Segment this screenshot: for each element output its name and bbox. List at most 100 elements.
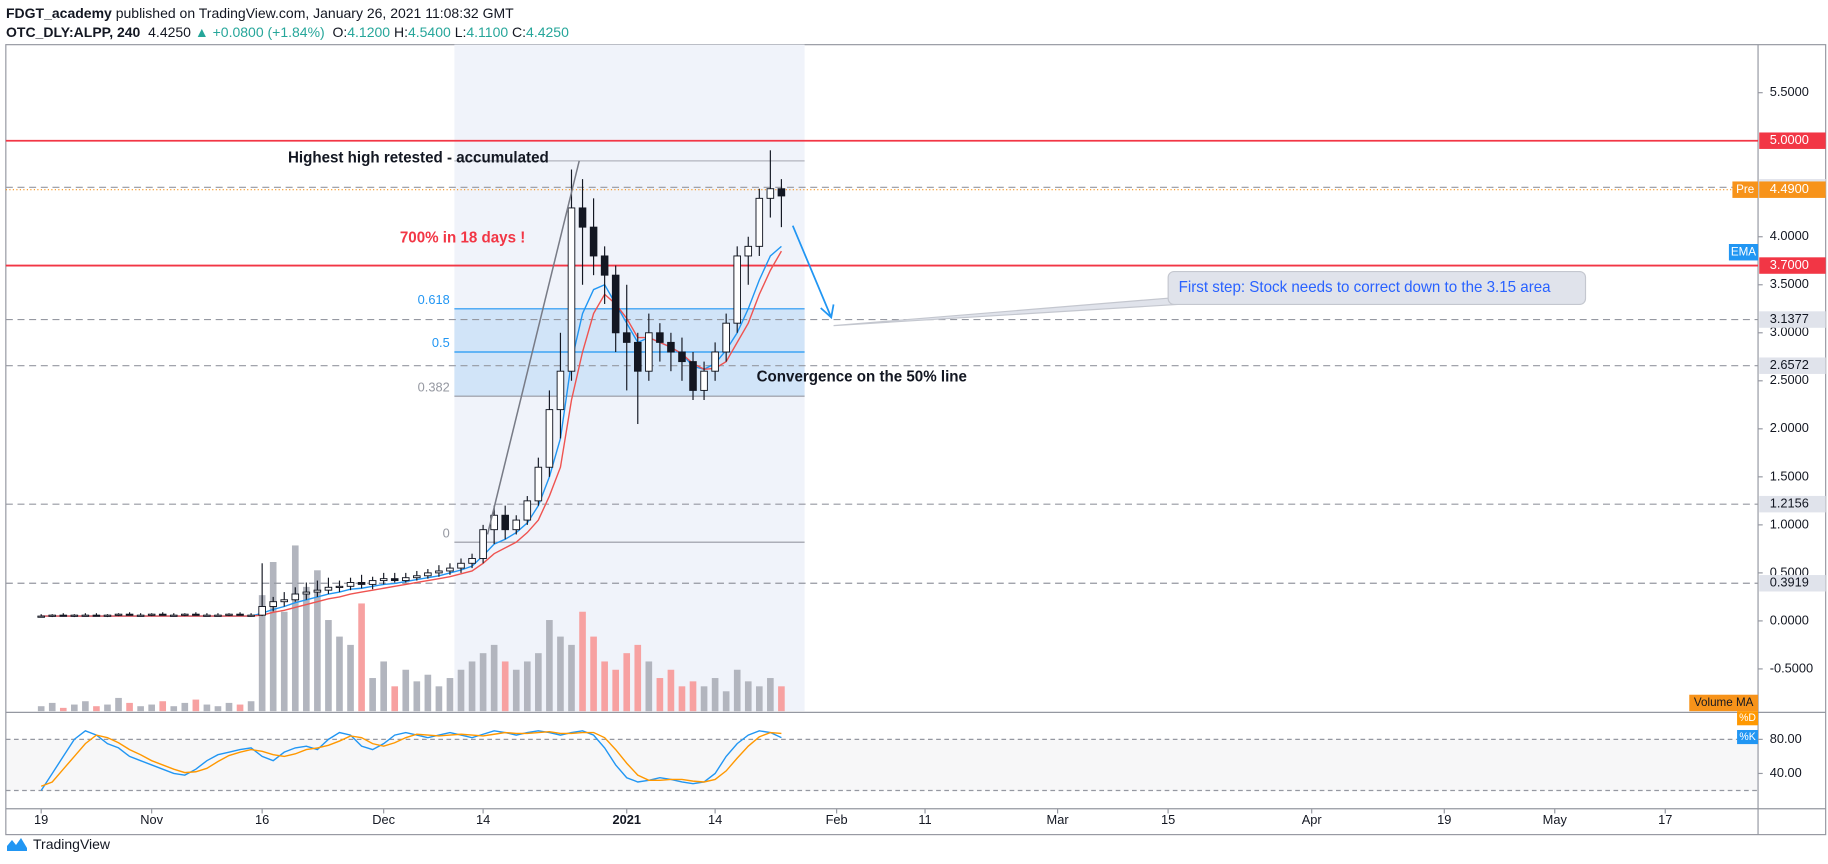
volume-bar	[590, 636, 597, 712]
candle-body	[424, 572, 432, 577]
candle-body	[169, 614, 178, 617]
plot: 0.618 0.5 0.382 0 5.5000 4.0000 3.5000 3.0000 2.…	[5, 44, 1826, 827]
annotation: 700% in 18 days !	[400, 230, 525, 247]
pre-value-tag	[1759, 181, 1826, 198]
frame	[5, 44, 1827, 836]
volume-bar	[656, 678, 664, 712]
candle-body	[280, 599, 289, 603]
annotation: Highest high retested - accumulated	[288, 150, 549, 167]
level-tag-label: 0.3919	[1770, 575, 1809, 590]
candle-body	[302, 591, 311, 595]
candle-body	[48, 614, 57, 617]
volume-bar	[48, 702, 56, 712]
volume-bar	[336, 636, 343, 712]
legend-tag	[1737, 711, 1759, 726]
stoch-band	[5, 739, 1759, 791]
candle-body	[589, 226, 598, 257]
volume-bar	[148, 704, 155, 712]
ema-tag	[1728, 244, 1759, 261]
candle-body	[435, 570, 443, 574]
candle-body	[700, 370, 708, 391]
level-tag	[1759, 257, 1826, 274]
volume-bar	[347, 644, 354, 712]
candle-body	[59, 614, 68, 617]
callout-text: First step: Stock needs to correct down …	[1179, 279, 1552, 296]
candle-body	[534, 466, 543, 502]
trendline	[486, 160, 580, 535]
symbol: OTC_DLY:ALPP, 240	[6, 24, 141, 40]
volume-bar	[612, 669, 619, 712]
volume-bar	[457, 669, 465, 712]
volume-bar	[258, 595, 266, 712]
volume-bar	[247, 701, 255, 712]
change: ▲ +0.0800 (+1.84%)	[194, 24, 325, 40]
fib-label: 0	[443, 525, 450, 540]
x-tick-label: 2021	[612, 812, 640, 827]
candle-body	[501, 514, 509, 531]
candle-body	[678, 351, 686, 363]
candle-body	[401, 577, 410, 582]
volume-bar	[181, 702, 189, 712]
volume-bar	[546, 620, 553, 712]
level-tag-label: 3.7000	[1770, 257, 1809, 272]
y-tick-label: 0.0000	[1770, 612, 1809, 627]
level-tag	[1759, 357, 1826, 374]
volume-bar	[192, 699, 200, 712]
y-tick-label: 5.5000	[1770, 84, 1809, 99]
candle-body	[214, 614, 222, 617]
candle-body	[457, 562, 465, 569]
annotation: Convergence on the 50% line	[757, 368, 967, 385]
arrow	[791, 225, 835, 320]
candle-body	[125, 613, 134, 616]
candle-body	[611, 274, 620, 334]
volume-tag	[1689, 694, 1759, 712]
fib-label: 0.382	[418, 379, 450, 394]
candle-body	[777, 188, 786, 197]
volume-bar	[579, 611, 586, 712]
level-tag	[1759, 495, 1826, 513]
candle-body	[667, 341, 675, 353]
volume-bar	[601, 661, 608, 712]
candle-body	[181, 613, 189, 616]
legend-label: %K	[1739, 731, 1755, 743]
volume-bar	[104, 704, 111, 712]
brand: TradingView	[33, 836, 111, 852]
volume-bar	[314, 570, 321, 712]
x-tick-label: 16	[255, 812, 269, 827]
candle-body	[390, 578, 399, 582]
volume-bar	[700, 686, 708, 712]
y-tick-label: 80.00	[1770, 731, 1802, 746]
y-tick-label: 3.5000	[1770, 276, 1809, 291]
callout-pointer	[833, 296, 1179, 327]
y-tick-label: 2.5000	[1770, 372, 1809, 387]
volume-bar	[71, 704, 78, 712]
volume-bar	[512, 669, 520, 712]
candle-body	[523, 500, 532, 521]
y-tick-label: 4.0000	[1770, 228, 1809, 243]
candle-body	[578, 207, 587, 228]
stoch-line	[40, 730, 782, 791]
x-tick-label: Dec	[372, 812, 395, 827]
header: FDGT_academy published on TradingView.co…	[6, 4, 569, 42]
volume-bar	[126, 702, 133, 712]
candle-body	[446, 567, 454, 572]
candle-body	[103, 614, 112, 617]
pre-value-label: 4.4900	[1770, 181, 1809, 196]
volume-bar	[645, 661, 653, 712]
volume-bar	[523, 661, 531, 712]
volume-bar	[82, 701, 89, 712]
x-tick-label: 17	[1658, 812, 1672, 827]
candle-body	[368, 580, 377, 585]
volume-bar	[413, 681, 421, 712]
candle-body	[269, 601, 277, 607]
candle-body	[556, 370, 565, 411]
candle-body	[567, 207, 576, 372]
candle-body	[92, 614, 101, 617]
volume-bar	[391, 686, 399, 712]
volume-bar	[755, 686, 763, 712]
volume-bar	[358, 603, 365, 712]
volume-bar	[667, 669, 675, 712]
volume-bar	[369, 678, 376, 712]
legend-tag	[1737, 729, 1759, 745]
